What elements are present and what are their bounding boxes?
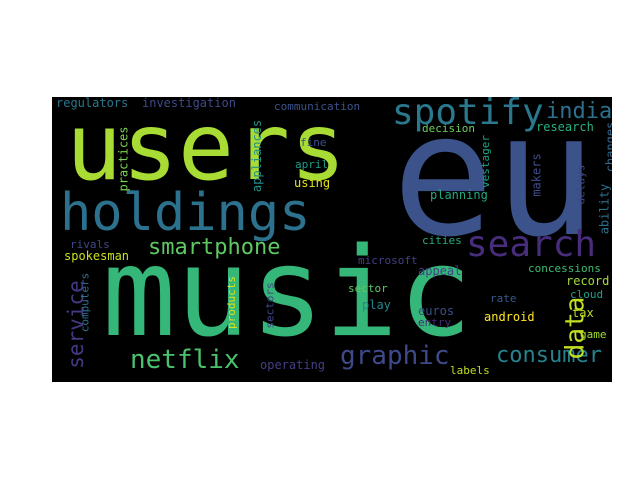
word-decision: decision [422, 122, 475, 135]
word-products: products [224, 276, 238, 329]
word-cloud: cloud [570, 288, 604, 301]
word-sector: sector [348, 282, 388, 295]
word-labels: labels [450, 364, 490, 377]
word-holdings: holdings [60, 183, 311, 243]
word-search: search [466, 224, 597, 265]
word-appliances: appliances [250, 119, 265, 193]
word-game: game [580, 328, 607, 341]
word-changes: changes [603, 121, 612, 173]
word-research: research [536, 120, 594, 134]
word-music: music [102, 222, 473, 365]
word-fine: fine [300, 136, 327, 149]
word-euros: euros [418, 304, 455, 318]
word-consumer: consumer [496, 343, 602, 368]
word-rivals: rivals [70, 238, 110, 251]
word-using: using [294, 176, 331, 190]
word-eu: eu [392, 97, 597, 275]
word-practices: practices [116, 126, 131, 192]
word-tax: tax [572, 306, 594, 320]
word-play: play [362, 298, 391, 312]
word-microsoft: microsoft [358, 254, 418, 267]
word-vestager: vestager [478, 135, 492, 188]
word-delays: delays [574, 164, 588, 205]
word-cities: cities [422, 234, 462, 247]
word-cloud: users eu music holdings spotify search s… [52, 97, 612, 382]
word-communication: communication [274, 100, 361, 113]
word-operating: operating [260, 358, 326, 372]
word-users: users [66, 97, 346, 201]
word-netflix: netflix [130, 345, 240, 375]
word-spotify: spotify [392, 97, 544, 133]
word-graphic: graphic [340, 341, 450, 371]
word-android: android [484, 310, 535, 324]
word-sectors: sectors [263, 282, 277, 329]
word-smartphone: smartphone [148, 235, 281, 260]
word-spokesman: spokesman [64, 249, 130, 263]
word-entry: entry [418, 316, 452, 329]
word-rate: rate [490, 292, 517, 305]
word-makers: makers [529, 153, 544, 197]
word-planning: planning [430, 188, 488, 202]
word-ability: ability [597, 183, 612, 235]
word-april: april [295, 158, 329, 171]
word-record: record [566, 274, 610, 288]
word-india: india [546, 99, 612, 124]
word-regulators: regulators [56, 97, 129, 110]
word-investigation: investigation [142, 97, 236, 110]
word-appeal: appeal [418, 264, 462, 278]
word-concessions: concessions [528, 262, 601, 275]
word-computers: computers [78, 272, 92, 333]
